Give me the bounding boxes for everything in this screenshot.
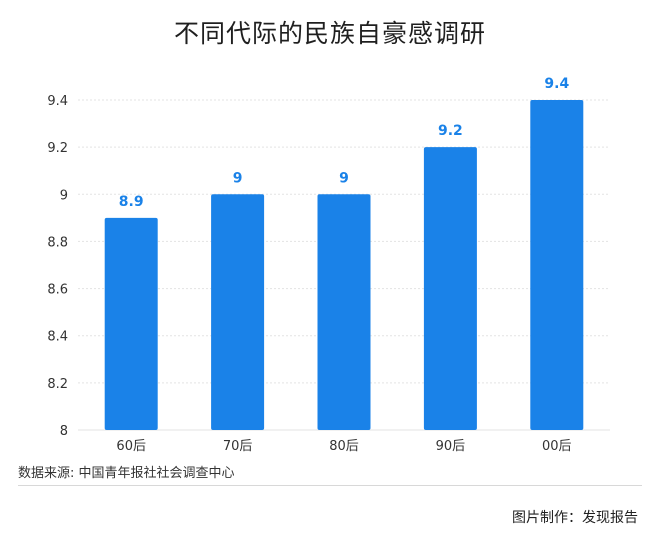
footer-divider xyxy=(18,485,642,486)
bars xyxy=(104,100,584,430)
data-source: 数据来源: 中国青年报社社会调查中心 xyxy=(18,466,235,481)
bar-90后 xyxy=(423,147,477,430)
bar-70后 xyxy=(211,194,265,430)
x-tick-label: 70后 xyxy=(223,439,253,454)
data-label: 9 xyxy=(233,170,243,186)
bar-60后 xyxy=(104,217,158,430)
y-tick-label: 9.4 xyxy=(47,94,68,109)
y-tick-label: 8.8 xyxy=(47,235,68,250)
x-tick-label: 80后 xyxy=(329,439,359,454)
x-tick-label: 00后 xyxy=(542,439,572,454)
data-labels: 8.9 9 9 9.2 9.4 xyxy=(119,76,570,210)
y-tick-label: 8.6 xyxy=(47,283,68,298)
y-axis: 8 8.2 8.4 8.6 8.8 9 9.2 9.4 xyxy=(47,94,68,439)
y-tick-label: 8 xyxy=(60,424,68,439)
y-tick-label: 9 xyxy=(60,188,68,203)
bar-80后 xyxy=(317,194,371,430)
x-axis: 60后 70后 80后 90后 00后 xyxy=(116,439,571,454)
image-credit: 图片制作：发现报告 xyxy=(512,510,638,526)
chart-title: 不同代际的民族自豪感调研 xyxy=(173,19,486,48)
data-label: 9 xyxy=(339,170,349,186)
y-tick-label: 8.2 xyxy=(47,377,68,392)
data-label: 9.4 xyxy=(544,76,569,92)
x-tick-label: 90后 xyxy=(436,439,466,454)
y-tick-label: 9.2 xyxy=(47,141,68,156)
bar-00后 xyxy=(530,100,584,430)
x-tick-label: 60后 xyxy=(116,439,146,454)
bar-chart: 8 8.2 8.4 8.6 8.8 9 9.2 9.4 8.9 9 9 9.2 9.4 60后 70后 8… xyxy=(47,76,610,454)
data-label: 8.9 xyxy=(119,194,144,210)
y-tick-label: 8.4 xyxy=(47,330,68,345)
data-label: 9.2 xyxy=(438,123,463,139)
